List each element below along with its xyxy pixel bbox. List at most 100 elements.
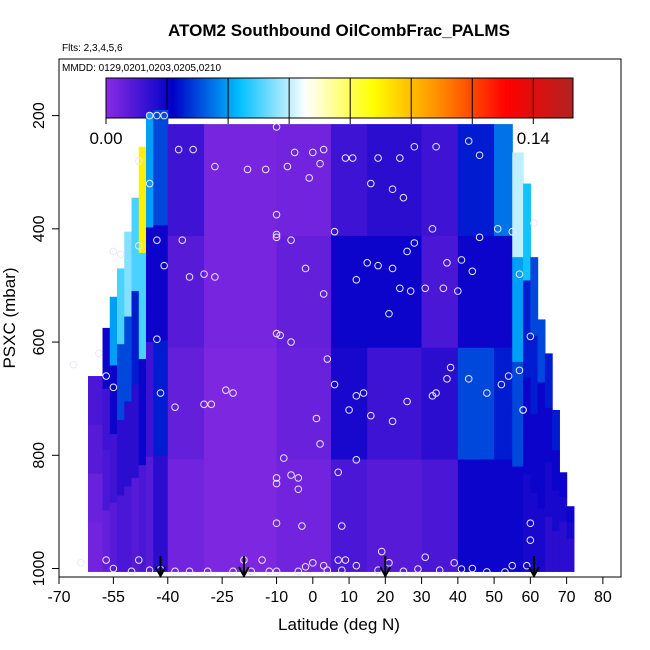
heatmap-cell — [494, 347, 513, 461]
heatmap-cell — [559, 521, 568, 548]
sample-point — [272, 519, 281, 528]
heatmap-cell — [544, 516, 553, 572]
sample-point — [439, 284, 448, 293]
heatmap-cell — [512, 361, 524, 468]
sample-point — [221, 386, 230, 394]
heatmap — [88, 109, 575, 572]
x-tick-label: 80 — [594, 589, 612, 606]
heatmap-cell — [494, 235, 513, 349]
sample-point — [287, 338, 295, 346]
heatmap-cell — [544, 353, 553, 409]
colorbar-tick-label: 0.00 — [89, 129, 122, 148]
sample-point — [153, 236, 161, 244]
dates-info: MMDD: 0129,0201,0203,0205,0210 — [62, 63, 221, 74]
x-tick-label: 30 — [413, 589, 431, 606]
sample-point — [493, 225, 502, 233]
heatmap-cell — [88, 376, 104, 426]
heatmap-cell — [552, 490, 560, 532]
flight-arrow — [528, 556, 540, 579]
heatmap-cell — [167, 124, 205, 237]
sample-point — [258, 556, 266, 564]
sample-point — [211, 273, 219, 281]
sample-point — [109, 383, 118, 392]
y-tick-label: 1000 — [31, 551, 48, 587]
sample-point — [388, 417, 397, 426]
sample-point — [69, 360, 78, 369]
sample-point — [526, 519, 535, 528]
sample-point — [338, 566, 346, 575]
sample-point — [377, 547, 386, 556]
sample-point — [352, 561, 361, 570]
heatmap-cell — [204, 459, 278, 572]
sample-point — [432, 142, 440, 151]
heatmap-cell — [153, 225, 169, 342]
heatmap-cell — [552, 450, 560, 492]
x-tick-label: -25 — [211, 589, 234, 606]
x-tick-label: 0 — [308, 589, 317, 606]
heatmap-cell — [131, 291, 140, 386]
sample-point — [153, 111, 161, 120]
heatmap-cell — [330, 235, 368, 349]
sample-point — [312, 414, 321, 423]
heatmap-cell — [138, 359, 147, 466]
heatmap-cell — [566, 538, 575, 556]
heatmap-cell — [421, 235, 459, 349]
sample-point — [522, 561, 531, 570]
sample-point — [272, 230, 281, 239]
sample-point — [446, 363, 455, 372]
sample-point — [367, 179, 375, 188]
sample-point — [134, 157, 143, 165]
sample-point — [501, 568, 509, 576]
sample-point — [410, 142, 419, 151]
sample-point — [399, 193, 408, 202]
heatmap-cell — [204, 235, 278, 349]
heatmap-cell — [276, 459, 332, 572]
heatmap-cell — [276, 124, 332, 237]
colorbar-gradient — [105, 77, 574, 119]
sample-point — [95, 349, 103, 358]
heatmap-cell — [204, 347, 278, 461]
sample-point — [508, 561, 517, 570]
heatmap-cell — [552, 409, 560, 451]
sample-point — [127, 567, 136, 576]
sample-point — [319, 561, 328, 570]
heatmap-cell — [457, 235, 495, 349]
heatmap-cell — [537, 319, 546, 383]
sample-point — [319, 145, 328, 154]
x-tick-label: -70 — [47, 589, 70, 606]
sample-point — [203, 567, 212, 576]
y-tick-label: 600 — [31, 329, 48, 356]
sample-point — [519, 406, 527, 414]
sample-points — [69, 111, 538, 576]
heatmap-cell — [146, 456, 154, 572]
flight-arrows — [154, 556, 540, 579]
heatmap-cell — [276, 235, 332, 349]
sample-point — [265, 567, 274, 576]
heatmap-cell — [102, 388, 111, 451]
sample-point — [348, 154, 357, 162]
heatmap-cell — [544, 407, 553, 463]
sample-point — [316, 159, 324, 168]
sample-point — [145, 111, 154, 120]
sample-point — [200, 270, 208, 278]
flight-arrow-head — [528, 566, 540, 579]
sample-point — [276, 331, 284, 340]
heatmap-cell — [523, 183, 531, 282]
sample-point — [145, 179, 154, 188]
heatmap-cell — [367, 235, 423, 349]
sample-point — [294, 474, 303, 482]
heatmap-cell — [117, 495, 125, 572]
sample-point — [388, 264, 397, 273]
sample-point — [174, 145, 183, 154]
sample-point — [475, 151, 484, 160]
heatmap-cell — [138, 465, 147, 572]
heatmap-cell — [330, 124, 368, 237]
sample-point — [189, 145, 197, 154]
heatmap-cell — [530, 492, 539, 572]
heatmap-cell — [109, 502, 118, 572]
sample-point — [102, 372, 110, 380]
sample-point — [229, 389, 237, 397]
heatmap-cell — [102, 449, 111, 512]
sample-point — [185, 567, 194, 576]
heatmap-cell — [153, 455, 169, 572]
